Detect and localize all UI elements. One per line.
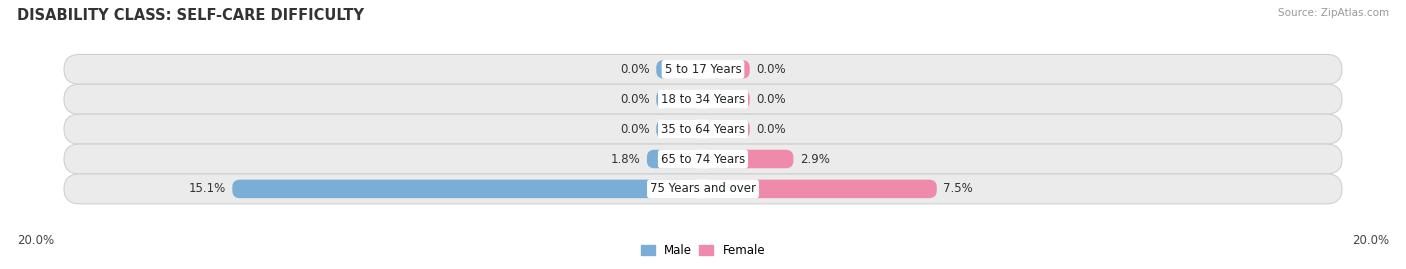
Text: 15.1%: 15.1% xyxy=(188,182,226,195)
Text: 65 to 74 Years: 65 to 74 Years xyxy=(661,153,745,165)
FancyBboxPatch shape xyxy=(65,174,1341,204)
FancyBboxPatch shape xyxy=(657,90,703,108)
Text: 0.0%: 0.0% xyxy=(620,63,650,76)
Text: 0.0%: 0.0% xyxy=(620,123,650,136)
Text: 0.0%: 0.0% xyxy=(620,93,650,106)
Text: DISABILITY CLASS: SELF-CARE DIFFICULTY: DISABILITY CLASS: SELF-CARE DIFFICULTY xyxy=(17,8,364,23)
Text: 1.8%: 1.8% xyxy=(612,153,641,165)
FancyBboxPatch shape xyxy=(703,180,936,198)
Text: 75 Years and over: 75 Years and over xyxy=(650,182,756,195)
FancyBboxPatch shape xyxy=(657,120,703,138)
Legend: Male, Female: Male, Female xyxy=(636,239,770,261)
FancyBboxPatch shape xyxy=(647,150,703,168)
FancyBboxPatch shape xyxy=(65,84,1341,114)
FancyBboxPatch shape xyxy=(232,180,703,198)
FancyBboxPatch shape xyxy=(703,120,749,138)
Text: 2.9%: 2.9% xyxy=(800,153,830,165)
FancyBboxPatch shape xyxy=(703,60,749,79)
Text: 20.0%: 20.0% xyxy=(1353,235,1389,247)
Text: 7.5%: 7.5% xyxy=(943,182,973,195)
FancyBboxPatch shape xyxy=(65,144,1341,174)
FancyBboxPatch shape xyxy=(65,54,1341,84)
Text: 0.0%: 0.0% xyxy=(756,93,786,106)
Text: 0.0%: 0.0% xyxy=(756,123,786,136)
Text: Source: ZipAtlas.com: Source: ZipAtlas.com xyxy=(1278,8,1389,18)
FancyBboxPatch shape xyxy=(703,150,793,168)
Text: 0.0%: 0.0% xyxy=(756,63,786,76)
Text: 20.0%: 20.0% xyxy=(17,235,53,247)
FancyBboxPatch shape xyxy=(657,60,703,79)
Text: 5 to 17 Years: 5 to 17 Years xyxy=(665,63,741,76)
FancyBboxPatch shape xyxy=(703,90,749,108)
Text: 18 to 34 Years: 18 to 34 Years xyxy=(661,93,745,106)
FancyBboxPatch shape xyxy=(65,114,1341,144)
Text: 35 to 64 Years: 35 to 64 Years xyxy=(661,123,745,136)
